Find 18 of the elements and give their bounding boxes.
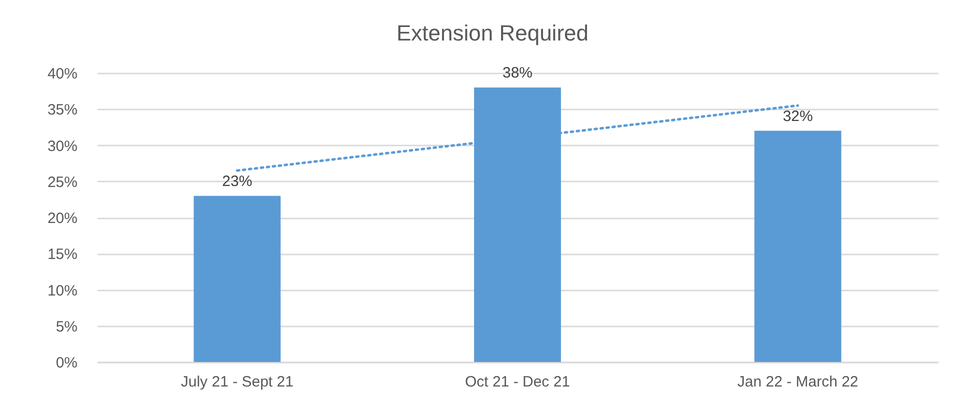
y-tick-label: 15% [47, 246, 78, 264]
data-label: 23% [222, 172, 252, 190]
y-tick-label: 5% [56, 318, 78, 336]
chart-title: Extension Required [396, 20, 588, 46]
x-tick-label: July 21 - Sept 21 [180, 374, 294, 390]
bar [194, 196, 281, 362]
x-tick-label: Jan 22 - March 22 [737, 374, 858, 390]
y-tick-label: 10% [47, 282, 78, 300]
data-label: 32% [782, 108, 813, 125]
x-tick-label: Oct 21 - Dec 21 [464, 374, 570, 390]
y-tick-label: 20% [47, 210, 78, 227]
y-tick-label: 40% [47, 66, 78, 82]
data-label: 38% [502, 64, 533, 82]
y-tick-label: 30% [47, 138, 78, 155]
y-tick-label: 25% [47, 174, 78, 191]
bar [754, 130, 842, 362]
y-tick-label: 35% [47, 102, 78, 119]
y-tick-label: 0% [56, 354, 78, 372]
